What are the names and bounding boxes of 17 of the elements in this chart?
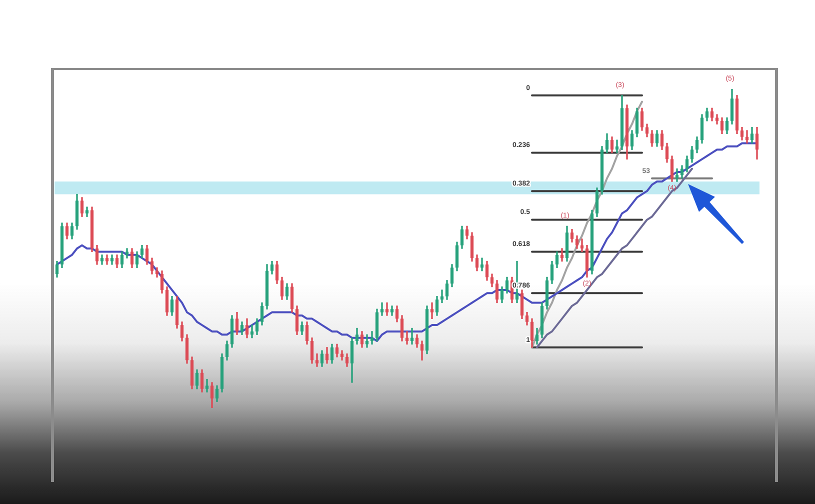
candlestick (405, 331, 409, 345)
candlestick (615, 140, 619, 154)
candlestick (385, 302, 389, 316)
candlestick (580, 238, 584, 252)
candlestick (560, 248, 564, 262)
candlestick (675, 168, 679, 182)
candlestick (440, 290, 444, 304)
candlestick (410, 328, 414, 345)
candlestick (315, 353, 319, 367)
candlestick (745, 130, 749, 144)
candlestick (380, 302, 384, 316)
candlestick (430, 302, 434, 320)
candlestick (205, 378, 209, 392)
candlestick (250, 324, 254, 338)
candlestick (365, 334, 369, 348)
candlestick (370, 331, 374, 345)
candlestick (480, 258, 484, 272)
